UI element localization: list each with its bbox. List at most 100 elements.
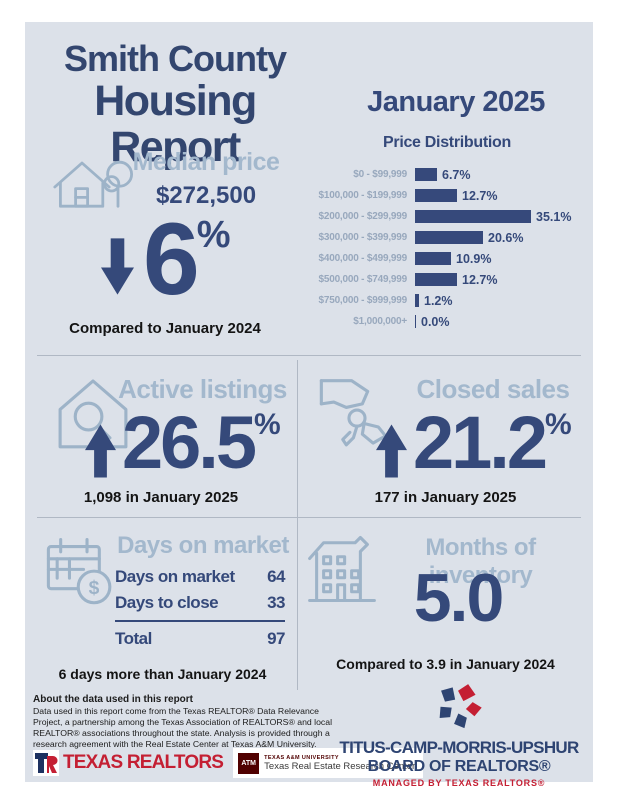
row-value: 64: [267, 567, 285, 586]
pinwheel-star-icon: [439, 684, 482, 729]
closed-sales-count: 177 in January 2025: [374, 489, 517, 506]
chart-bar-wrap: 1.2%: [415, 294, 453, 308]
chart-bar-wrap: 0.0%: [415, 315, 450, 329]
months-of-inventory-section: Months of inventory 5.0 Compared to 3.9 …: [298, 520, 593, 690]
chart-bar-wrap: 6.7%: [415, 168, 471, 182]
footer-logos: TEXAS REALTORS ATM TEXAS A&M UNIVERSITY …: [33, 748, 424, 778]
board-tagline: MANAGED BY TEXAS REALTORS®: [372, 778, 546, 789]
months-of-inventory-value: 5.0: [413, 560, 505, 636]
texas-realtors-mark-icon: [33, 750, 59, 776]
closed-sales-heading: Closed sales: [416, 374, 570, 404]
median-price-value: $272,500: [155, 182, 257, 209]
chart-row: $300,000 - $399,999 20.6%: [303, 227, 591, 248]
chart-value-label: 1.2%: [424, 293, 453, 308]
apartment-building-icon: [308, 535, 376, 603]
trerc-center-name: Texas Real Estate Research Center: [264, 760, 416, 772]
texas-realtors-logo: TEXAS REALTORS: [33, 750, 224, 776]
chart-bar: [415, 294, 419, 307]
percent-sign: %: [545, 408, 572, 441]
up-arrow-icon: [376, 424, 407, 478]
active-listings-change: 26.5 %: [85, 406, 281, 480]
active-listings-section: Active listings 26.5 % 1,098 in January …: [25, 358, 297, 516]
closed-sales-section: Closed sales 21.2 % 177 in January 2025: [298, 358, 593, 516]
trerc-logo: ATM TEXAS A&M UNIVERSITY Texas Real Esta…: [233, 748, 424, 778]
percent-sign: %: [254, 408, 281, 441]
report-month-label: January 2025: [367, 86, 545, 118]
percent-sign: %: [196, 214, 231, 256]
active-listings-number: 26.5: [122, 401, 257, 484]
svg-text:$: $: [89, 578, 100, 599]
price-distribution-rows: $0 - $99,999 6.7% $100,000 - $199,999 12.7%…: [303, 164, 591, 332]
board-name-line1: TITUS-CAMP-MORRIS-UPSHUR: [339, 738, 579, 757]
chart-category-label: $1,000,000+: [353, 316, 407, 327]
horizontal-divider: [37, 517, 581, 518]
total-label: Total: [115, 629, 152, 648]
chart-bar-wrap: 20.6%: [415, 231, 523, 245]
closed-sales-number: 21.2: [413, 401, 548, 484]
chart-row: $200,000 - $299,999 35.1%: [303, 206, 591, 227]
price-distribution-chart: Price Distribution $0 - $99,999 6.7% $100,…: [303, 134, 591, 332]
horizontal-divider: [37, 355, 581, 356]
trerc-university-label: TEXAS A&M UNIVERSITY: [264, 754, 339, 761]
down-arrow-icon: [101, 238, 134, 295]
chart-value-label: 35.1%: [536, 209, 572, 224]
chart-value-label: 12.7%: [462, 272, 498, 287]
about-heading: About the data used in this report: [33, 694, 194, 705]
report-panel: Smith County Housing Report January 2025…: [25, 22, 593, 788]
chart-row: $1,000,000+ 0.0%: [303, 311, 591, 332]
chart-row: $750,000 - $999,999 1.2%: [303, 290, 591, 311]
texas-am-mark-icon: ATM: [238, 752, 260, 774]
chart-bar: [415, 168, 437, 181]
row-label: Days to close: [115, 592, 219, 612]
closed-sales-change: 21.2 %: [376, 406, 572, 480]
table-row: Days to close 33: [115, 590, 285, 616]
median-price-heading: Median price: [132, 148, 280, 176]
chart-value-label: 12.7%: [462, 188, 498, 203]
page-title-county: Smith County: [64, 38, 287, 79]
chart-value-label: 6.7%: [442, 167, 471, 182]
chart-bar: [415, 252, 451, 265]
chart-bar-wrap: 12.7%: [415, 189, 497, 203]
chart-category-label: $100,000 - $199,999: [318, 190, 407, 201]
chart-bar-wrap: 35.1%: [415, 210, 571, 224]
chart-bar: [415, 210, 531, 223]
median-price-change: 6 %: [143, 208, 231, 310]
chart-row: $0 - $99,999 6.7%: [303, 164, 591, 185]
about-data-block: About the data used in this report Data …: [33, 694, 333, 751]
months-of-inventory-heading: Months of inventory: [425, 534, 536, 589]
chart-bar: [415, 315, 416, 328]
chart-row: $400,000 - $499,999 10.9%: [303, 248, 591, 269]
texas-realtors-wordmark: TEXAS REALTORS: [63, 752, 224, 773]
chart-bar-wrap: 10.9%: [415, 252, 491, 266]
days-on-market-heading: Days on market: [117, 532, 289, 559]
table-total-row: Total 97: [115, 626, 285, 652]
chart-category-label: $500,000 - $749,999: [318, 274, 407, 285]
chart-category-label: $300,000 - $399,999: [318, 232, 407, 243]
median-compare-text: Compared to January 2024: [69, 320, 261, 337]
chart-bar: [415, 189, 457, 202]
days-on-market-compare: 6 days more than January 2024: [58, 666, 267, 682]
total-value: 97: [267, 629, 285, 648]
months-of-inventory-compare: Compared to 3.9 in January 2024: [336, 656, 555, 672]
page-title-report: Housing Report: [94, 77, 257, 171]
median-change-number: 6: [143, 202, 200, 316]
vertical-divider: [297, 360, 298, 690]
days-on-market-table: Days on market 64 Days to close 33 Total…: [115, 564, 285, 652]
trerc-text: TEXAS A&M UNIVERSITY Texas Real Estate R…: [264, 755, 415, 772]
board-of-realtors-logo: TITUS-CAMP-MORRIS-UPSHUR BOARD OF REALTO…: [325, 680, 593, 788]
board-name-line2: BOARD OF REALTORS®: [367, 757, 551, 775]
chart-row: $500,000 - $749,999 12.7%: [303, 269, 591, 290]
up-arrow-icon: [85, 424, 116, 478]
page-title: Smith County Housing Report: [40, 38, 310, 170]
chart-value-label: 0.0%: [421, 314, 450, 329]
row-value: 33: [267, 592, 285, 612]
active-listings-count: 1,098 in January 2025: [83, 489, 239, 506]
about-body: Data used in this report come from the T…: [33, 706, 333, 750]
table-row: Days on market 64: [115, 564, 285, 590]
chart-row: $100,000 - $199,999 12.7%: [303, 185, 591, 206]
chart-title: Price Distribution: [383, 134, 511, 151]
active-listings-heading: Active listings: [118, 374, 287, 404]
chart-category-label: $200,000 - $299,999: [318, 211, 407, 222]
chart-category-label: $0 - $99,999: [353, 169, 407, 180]
